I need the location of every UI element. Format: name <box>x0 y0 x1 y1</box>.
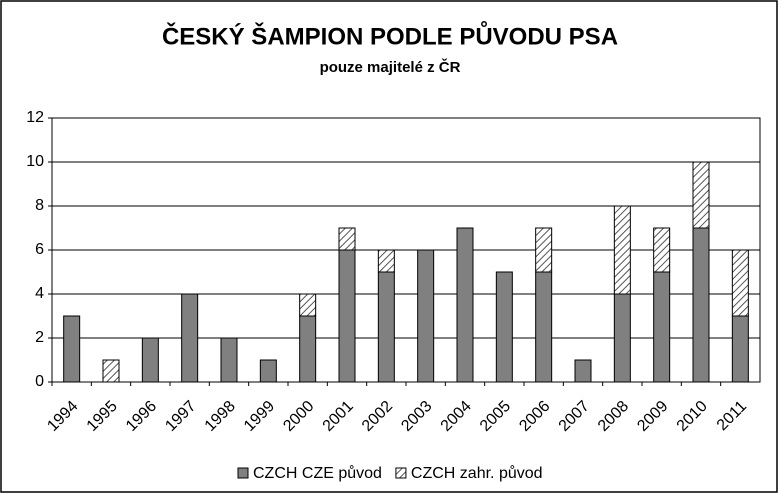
bar-segment <box>299 315 317 383</box>
bar-segment <box>535 271 553 383</box>
bar-segment <box>102 359 120 383</box>
bar-segment <box>574 359 592 383</box>
legend-swatch <box>237 467 249 479</box>
bar-segment <box>63 315 81 383</box>
y-tick-label: 8 <box>35 197 44 214</box>
bar-segment <box>613 293 631 383</box>
chart-subtitle: pouze majitelé z ČR <box>320 58 461 76</box>
y-tick-label: 4 <box>35 285 44 302</box>
legend-label: CZCH CZE původ <box>253 464 382 482</box>
chart-title: ČESKÝ ŠAMPION PODLE PŮVODU PSA <box>162 20 618 50</box>
bar-segment <box>377 249 395 273</box>
bar-segment <box>259 359 277 383</box>
legend-label: CZCH zahr. původ <box>411 464 543 482</box>
bar-segment <box>456 227 474 383</box>
y-tick-label: 10 <box>26 153 44 170</box>
bar-segment <box>495 271 513 383</box>
bar-segment <box>338 249 356 383</box>
bar-segment <box>377 271 395 383</box>
bar-segment <box>338 227 356 251</box>
bar-segment <box>417 249 435 383</box>
bar-segment <box>535 227 553 273</box>
y-tick-label: 2 <box>35 329 44 346</box>
bar-segment <box>181 293 199 383</box>
bar-segment <box>613 205 631 295</box>
legend-swatch <box>395 467 407 479</box>
bar-segment <box>692 161 710 229</box>
bar-segment <box>653 271 671 383</box>
y-tick-label: 6 <box>35 241 44 258</box>
bar-segment <box>692 227 710 383</box>
bar-segment <box>299 293 317 317</box>
bar-segment <box>141 337 159 383</box>
bar-segment <box>731 249 749 317</box>
bar-segment <box>653 227 671 273</box>
y-tick-label: 0 <box>35 373 44 390</box>
bar-segment <box>731 315 749 383</box>
bar-segment <box>220 337 238 383</box>
y-tick-label: 12 <box>26 109 44 126</box>
